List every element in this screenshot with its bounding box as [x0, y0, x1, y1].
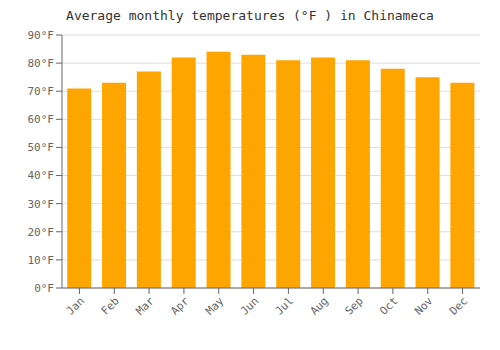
svg-text:Mar: Mar	[133, 294, 157, 318]
svg-text:70°F: 70°F	[28, 85, 55, 98]
svg-text:30°F: 30°F	[28, 198, 55, 211]
svg-text:10°F: 10°F	[28, 254, 55, 267]
svg-text:80°F: 80°F	[28, 57, 55, 70]
svg-text:Oct: Oct	[377, 294, 400, 317]
svg-text:Nov: Nov	[412, 294, 436, 318]
svg-text:Jan: Jan	[64, 294, 87, 317]
svg-text:Feb: Feb	[99, 294, 122, 317]
svg-text:Jun: Jun	[238, 294, 261, 317]
html-text:Average monthly temperatures (: Average monthly temperatures (°F ) in Ch…	[66, 8, 434, 23]
svg-text:20°F: 20°F	[28, 226, 55, 239]
svg-text:Apr: Apr	[168, 294, 192, 318]
svg-text:0°F: 0°F	[34, 282, 54, 295]
svg-text:90°F: 90°F	[28, 29, 55, 42]
svg-text:40°F: 40°F	[28, 169, 55, 182]
svg-text:Aug: Aug	[308, 294, 331, 317]
svg-text:Jul: Jul	[273, 294, 296, 317]
svg-text:May: May	[203, 294, 227, 318]
svg-text:Dec: Dec	[447, 294, 470, 317]
svg-text:50°F: 50°F	[28, 141, 55, 154]
svg-text:60°F: 60°F	[28, 113, 55, 126]
svg-text:Sep: Sep	[342, 294, 365, 317]
